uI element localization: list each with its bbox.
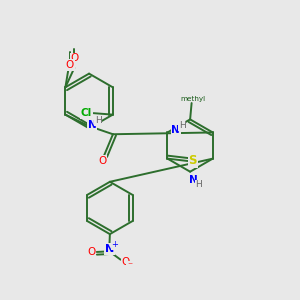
Text: H: H bbox=[179, 122, 185, 130]
Text: N: N bbox=[105, 244, 114, 254]
Text: O: O bbox=[70, 53, 78, 64]
Text: N: N bbox=[189, 175, 198, 185]
Text: O: O bbox=[87, 247, 96, 257]
Text: O: O bbox=[98, 156, 107, 166]
Text: H: H bbox=[95, 116, 102, 125]
Text: S: S bbox=[188, 154, 197, 167]
Text: H: H bbox=[195, 180, 202, 189]
Text: N: N bbox=[171, 125, 180, 135]
Text: +: + bbox=[111, 240, 118, 249]
Text: Cl: Cl bbox=[81, 108, 92, 118]
Text: O: O bbox=[66, 60, 74, 70]
Text: methyl: methyl bbox=[180, 96, 205, 102]
Text: O: O bbox=[122, 257, 130, 267]
Text: N: N bbox=[88, 120, 97, 130]
Text: ⁻: ⁻ bbox=[127, 261, 132, 271]
